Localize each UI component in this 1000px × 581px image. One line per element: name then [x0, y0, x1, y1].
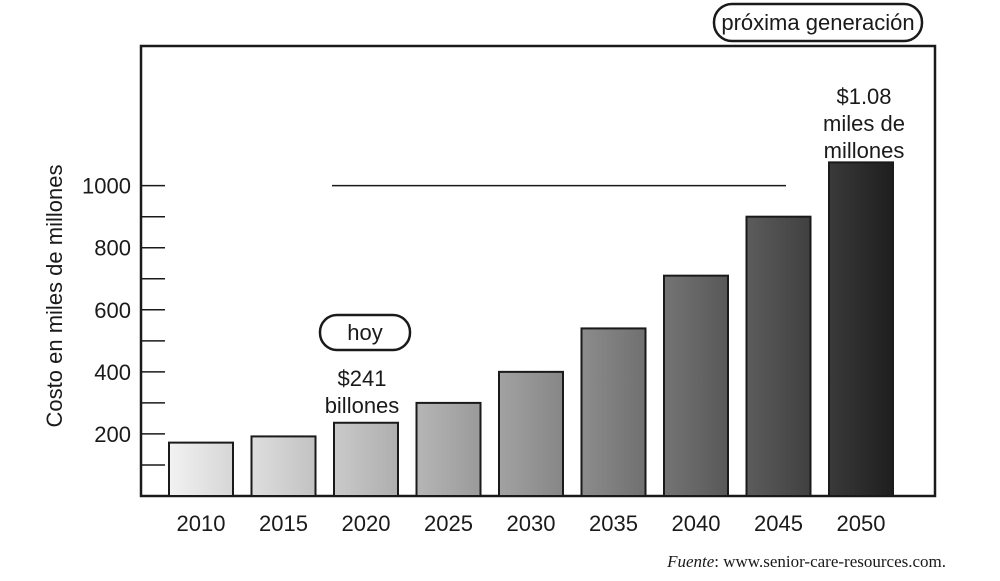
cost-bar-chart: 200 400 600 800 1000 2010 2015 2020 2025 2030 203… [42, 2, 937, 536]
x-tick-label: 2045 [754, 511, 803, 536]
x-tick-label: 2020 [342, 511, 391, 536]
x-tick-label: 2025 [424, 511, 473, 536]
bar-2045 [745, 215, 812, 497]
y-axis-label: Costo en miles de millones [42, 165, 67, 428]
y-tick-label: 600 [94, 298, 131, 323]
today-value-line2: billones [325, 393, 400, 418]
x-tick-label: 2040 [672, 511, 721, 536]
bar-2020 [333, 421, 399, 497]
x-tick-label: 2010 [177, 511, 226, 536]
next-value-line3: millones [824, 138, 905, 163]
x-tick-label: 2050 [837, 511, 886, 536]
bar-2035 [580, 327, 647, 497]
x-tick-label: 2015 [259, 511, 308, 536]
next-value-line1: $1.08 [836, 84, 891, 109]
y-tick-label: 200 [94, 422, 131, 447]
bar-2025 [415, 401, 482, 497]
bar-2015 [250, 435, 317, 497]
bars [168, 161, 894, 498]
next-gen-pill-label: próxima generación [721, 10, 914, 35]
x-tick-label: 2035 [589, 511, 638, 536]
x-tick-label: 2030 [507, 511, 556, 536]
y-tick-label: 1000 [82, 174, 131, 199]
today-pill [318, 313, 412, 352]
bar-2040 [663, 274, 729, 498]
bar-2030 [498, 370, 564, 497]
y-axis: 200 400 600 800 1000 [82, 174, 165, 466]
today-pill-label: hoy [347, 320, 382, 345]
next-gen-pill [712, 2, 924, 43]
source-note: Fuente: www.senior-care-resources.com. [667, 552, 946, 572]
source-prefix: Fuente [667, 552, 715, 571]
next-value-line2: miles de [823, 111, 905, 136]
bar-2050 [828, 161, 894, 497]
y-tick-label: 800 [94, 236, 131, 261]
x-axis: 2010 2015 2020 2025 2030 2035 2040 2045 2050 [177, 511, 886, 536]
y-tick-label: 400 [94, 360, 131, 385]
source-text: : www.senior-care-resources.com. [714, 552, 946, 571]
bar-2010 [168, 441, 234, 498]
today-value-line1: $241 [338, 366, 387, 391]
